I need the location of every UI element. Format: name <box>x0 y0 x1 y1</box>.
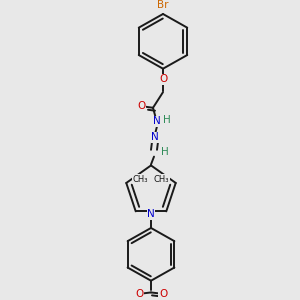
Text: N: N <box>147 209 155 219</box>
Text: N: N <box>151 132 159 142</box>
Text: CH₃: CH₃ <box>154 175 170 184</box>
Text: H: H <box>163 116 171 125</box>
Text: Br: Br <box>157 0 169 10</box>
Text: O: O <box>159 74 167 84</box>
Text: O: O <box>135 290 143 299</box>
Text: O: O <box>159 290 167 299</box>
Text: N: N <box>153 116 161 127</box>
Text: CH₃: CH₃ <box>133 175 148 184</box>
Text: H: H <box>161 147 169 157</box>
Text: O: O <box>137 101 145 111</box>
